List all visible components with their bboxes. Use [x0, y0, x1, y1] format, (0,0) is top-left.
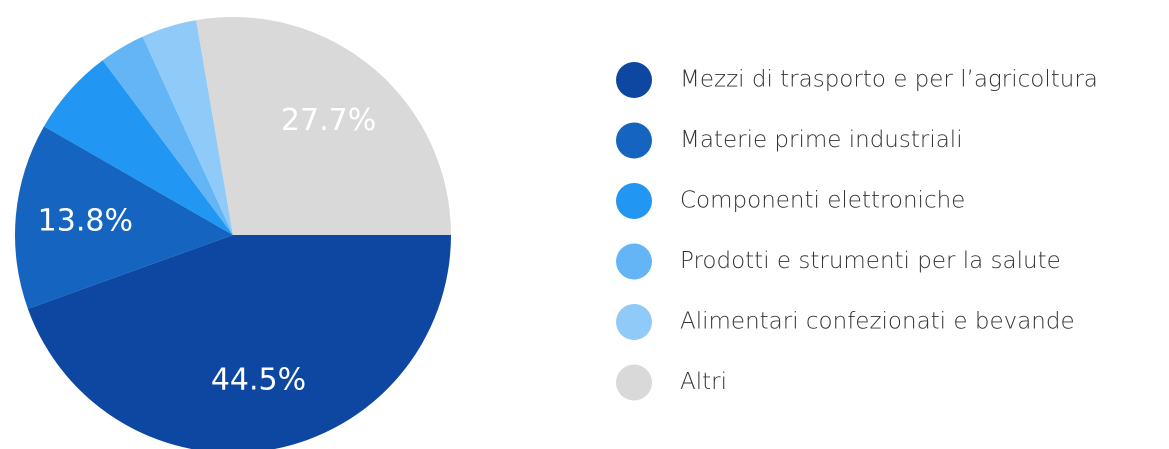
- slice-label: 13.8%: [38, 203, 133, 238]
- legend-label: Alimentari confezionati e bevande: [680, 309, 1075, 335]
- legend-label: Altri: [680, 369, 727, 395]
- legend-label: Prodotti e strumenti per la salute: [680, 248, 1061, 274]
- pie-slice: [196, 16, 451, 235]
- legend-label: Mezzi di trasporto e per l’agricoltura: [680, 67, 1098, 93]
- pie-slice: [102, 36, 234, 236]
- slice-label: 44.5%: [211, 363, 306, 398]
- slice-label: 27.7%: [281, 103, 376, 138]
- pie-slice: [14, 126, 233, 309]
- pie-slice: [27, 235, 451, 449]
- legend-swatch: [616, 183, 652, 219]
- legend-swatch: [616, 122, 652, 159]
- legend-swatch: [616, 243, 652, 280]
- legend-label: Componenti elettroniche: [680, 188, 965, 214]
- legend-swatch: [616, 364, 652, 401]
- legend-swatch: [616, 62, 652, 98]
- legend-swatch: [616, 304, 652, 340]
- pie-slice: [43, 60, 233, 236]
- pie-slice: [142, 20, 233, 235]
- legend-label: Materie prime industriali: [680, 127, 963, 153]
